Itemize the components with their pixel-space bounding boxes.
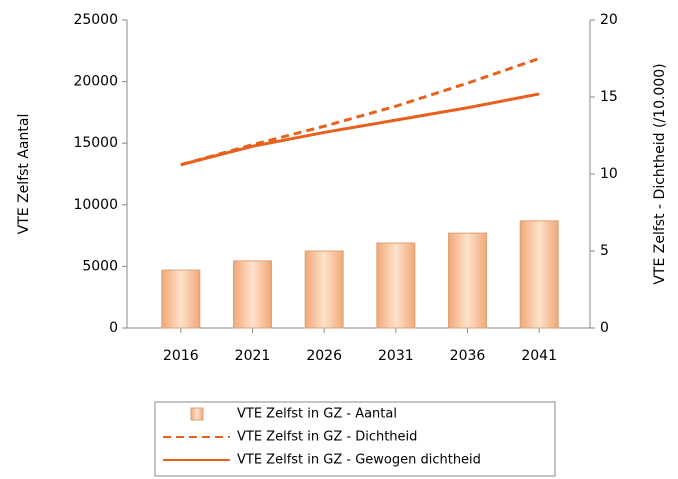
y2-tick-label: 10	[600, 166, 618, 182]
y-tick-label: 25000	[73, 12, 118, 28]
y-tick-label: 15000	[73, 135, 118, 151]
y-axis-label: VTE Zelfst Aantal	[16, 114, 32, 235]
legend-label: VTE Zelfst in GZ - Dichtheid	[237, 430, 417, 445]
y2-axis-label: VTE Zelfst - Dichtheid (/10.000)	[652, 63, 668, 284]
legend-label: VTE Zelfst in GZ - Aantal	[237, 407, 397, 422]
bar	[304, 250, 344, 329]
legend-swatch	[190, 407, 204, 421]
bar	[448, 232, 487, 329]
y-tick-label: 10000	[73, 197, 118, 213]
bar	[233, 260, 272, 329]
legend: VTE Zelfst in GZ - Aantal VTE Zelfst in G…	[163, 407, 481, 468]
line-series	[180, 92, 540, 167]
y2-tick-label: 15	[600, 89, 618, 105]
y2-tick-label: 0	[600, 320, 609, 336]
legend-box	[154, 401, 556, 477]
x-tick-label: 2036	[450, 348, 486, 364]
x-tick-label: 2021	[235, 348, 271, 364]
x-tick-label: 2031	[378, 348, 414, 364]
y-tick-label: 20000	[73, 74, 118, 90]
y2-tick-label: 5	[600, 243, 609, 259]
x-tick-label: 2016	[163, 348, 199, 364]
legend-label: VTE Zelfst in GZ - Gewogen dichtheid	[237, 453, 481, 468]
y2-tick-label: 20	[600, 12, 618, 28]
x-tick-label: 2026	[306, 348, 342, 364]
bar	[376, 242, 416, 329]
bar	[161, 269, 201, 329]
bar	[519, 220, 559, 329]
y-tick-label: 5000	[82, 258, 118, 274]
y-tick-label: 0	[109, 320, 118, 336]
x-tick-label: 2041	[521, 348, 557, 364]
line-series	[180, 57, 540, 167]
